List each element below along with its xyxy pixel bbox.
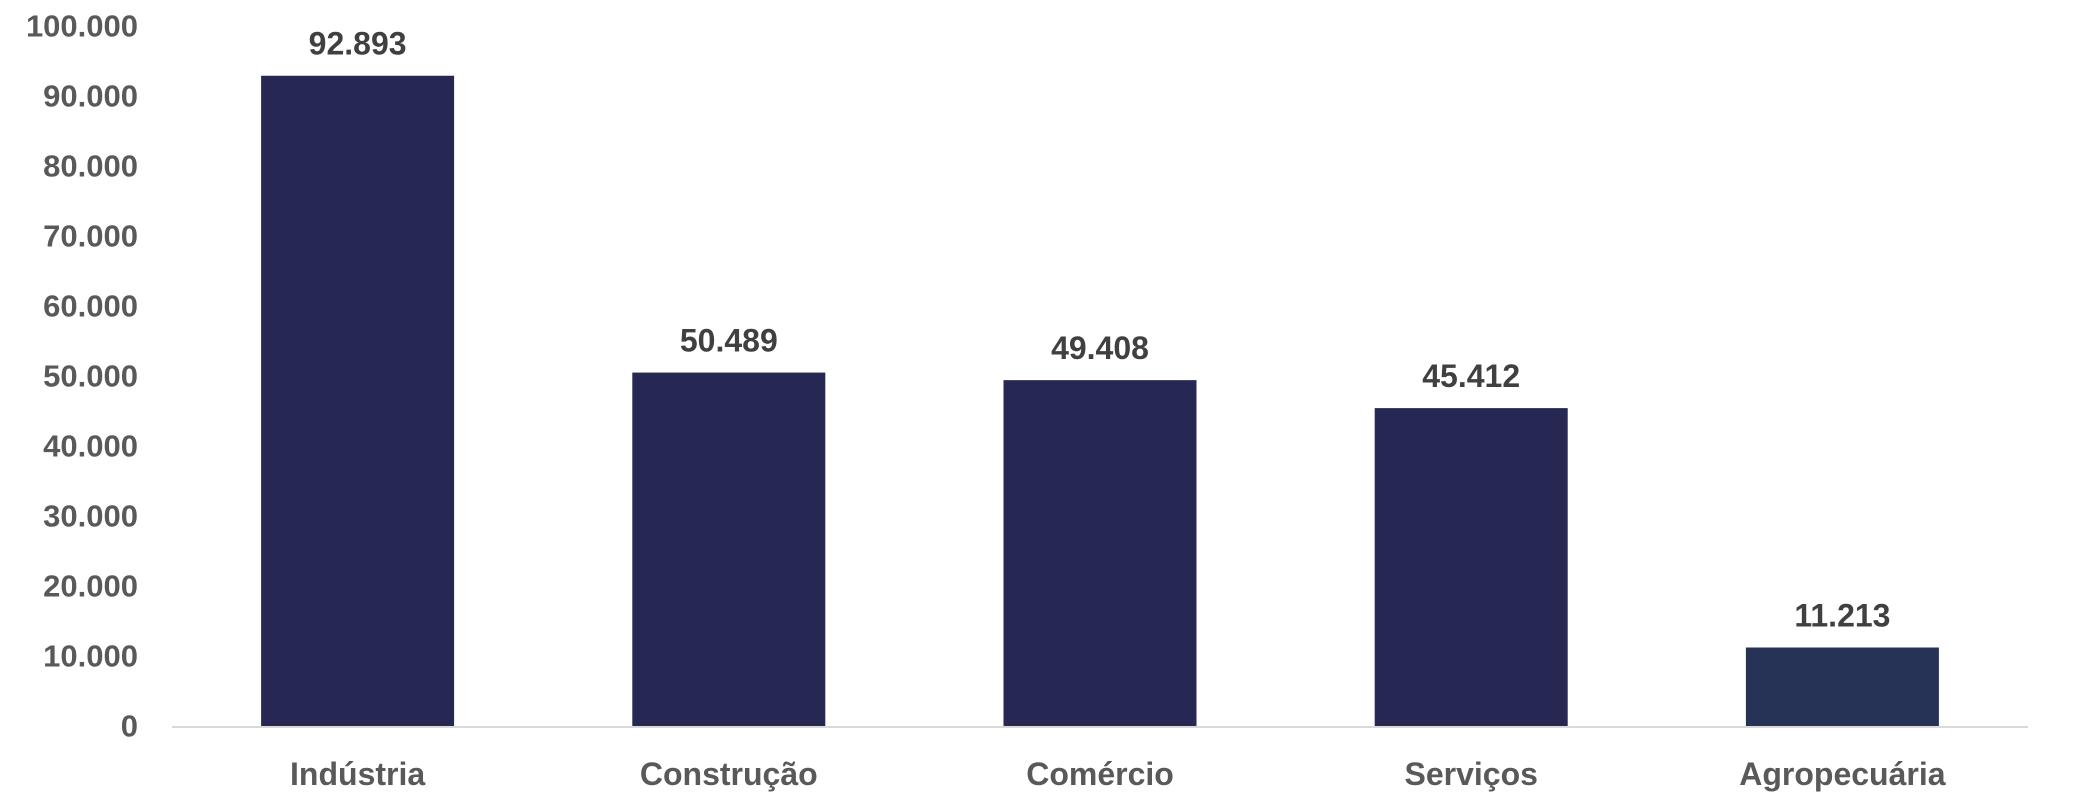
bar-serviços: [1374, 408, 1568, 726]
y-axis-tick-labels: 0 10.000 20.000 30.000 40.000 50.000 60.000 70.…: [26, 9, 138, 744]
y-tick-label: 30.000: [43, 499, 138, 534]
bar-indústria: [261, 75, 455, 726]
y-tick-label: 50.000: [43, 359, 138, 394]
y-tick-label: 70.000: [43, 219, 138, 254]
bar-value-label: 11.213: [1794, 598, 1890, 634]
x-category-label: Construção: [640, 756, 818, 792]
y-tick-label: 90.000: [43, 79, 138, 114]
x-category-label: Comércio: [1026, 756, 1174, 792]
bar-construção: [632, 372, 826, 726]
y-tick-label: 20.000: [43, 569, 138, 604]
y-tick-label: 0: [121, 709, 138, 744]
bars-group: [261, 75, 1939, 726]
bar-comércio: [1003, 380, 1197, 726]
y-tick-label: 10.000: [43, 639, 138, 674]
value-labels-group: 92.893 50.489 49.408 45.412 11.213: [309, 26, 1891, 634]
x-category-label: Serviços: [1404, 756, 1537, 792]
bar-value-label: 50.489: [680, 323, 778, 359]
x-category-label: Agropecuária: [1739, 756, 1945, 792]
bar-value-label: 92.893: [309, 26, 407, 62]
y-tick-label: 80.000: [43, 149, 138, 184]
y-tick-label: 40.000: [43, 429, 138, 464]
bar-agropecuária: [1745, 647, 1939, 726]
bar-value-label: 49.408: [1051, 330, 1149, 366]
bar-value-label: 45.412: [1422, 358, 1520, 394]
x-category-label: Indústria: [290, 756, 425, 792]
x-axis-category-labels: Indústria Construção Comércio Serviços Agrop…: [290, 756, 1946, 792]
y-tick-label: 100.000: [26, 9, 138, 44]
y-tick-label: 60.000: [43, 289, 138, 324]
